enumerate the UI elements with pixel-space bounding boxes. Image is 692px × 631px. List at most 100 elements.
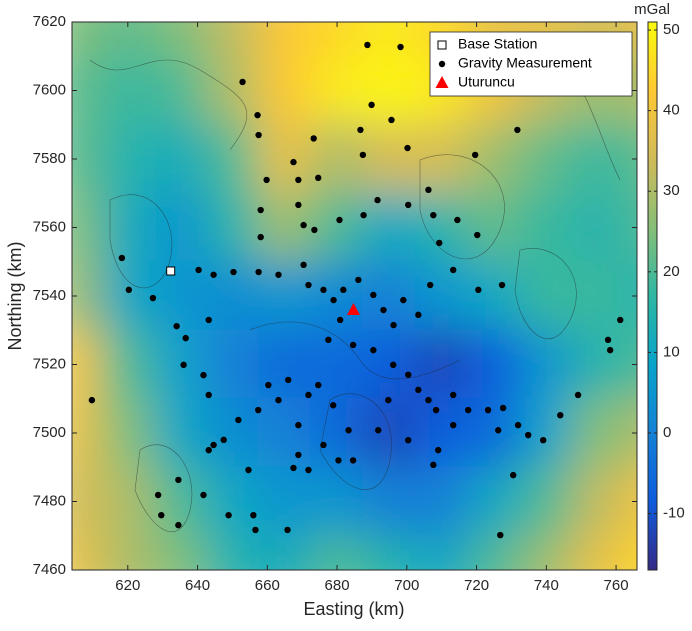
gravity-point [305,281,312,289]
field-cell [466,329,522,400]
field-cell [100,397,155,469]
legend-box [429,31,633,97]
field-cell [571,397,626,469]
field-cell [623,192,637,263]
field-cell [414,534,469,570]
field-cell [100,123,155,195]
field-cell [72,260,103,332]
field-cell [257,466,312,537]
field-cell [72,55,103,126]
field-cell [362,534,417,570]
gravity-point [435,446,442,454]
gravity-point [360,211,367,219]
field-cell [205,329,260,400]
gravity-point [349,341,357,349]
field-cell [152,55,208,126]
x-axis-label: Easting (km) [303,599,404,619]
gravity-point [255,406,262,414]
field-cell [72,329,103,400]
x-tick-label: 620 [115,577,140,594]
field-cell [152,22,208,58]
gravity-point [254,111,261,119]
gravity-point [175,521,182,529]
gravity-point [257,233,264,241]
gravity-point [315,381,322,389]
gravity-point [336,216,343,224]
y-axis-label: Northing (km) [5,241,25,350]
gravity-point [509,471,517,479]
colorbar-tick-label: 50 [663,21,680,38]
field-cell [571,192,626,263]
y-tick-label: 7620 [33,13,66,30]
field-cell [466,192,522,263]
gravity-point [380,306,387,314]
colorbar-tick-label: 40 [663,102,680,119]
legend-label: Base Station [458,36,537,52]
field-cell [362,123,417,195]
field-cell [100,192,155,263]
gravity-point [464,406,472,414]
x-tick-label: 740 [534,577,559,594]
gravity-point [205,391,212,399]
field-cell [309,55,365,126]
gravity-point [285,376,292,384]
field-cell [519,466,574,537]
gravity-point [195,266,202,274]
field-cell [72,123,103,195]
colorbar-tick-label: 10 [663,343,680,360]
gravity-point [385,396,392,404]
gravity-point [617,316,624,324]
field-cell [309,397,365,469]
field-cell [466,397,522,469]
field-cell [72,466,103,537]
gravity-point [284,526,291,534]
gravity-point [88,396,96,404]
gravity-point [375,427,382,434]
gravity-point [355,276,362,284]
field-cell [623,397,637,469]
gravity-point [454,216,461,224]
field-cell [72,22,103,58]
gravity-point [349,457,357,464]
gravity-point [330,296,337,304]
x-tick-label: 700 [394,577,419,594]
legend-marker [437,40,447,50]
gravity-point [320,441,327,449]
gravity-point [310,135,317,142]
field-cell [72,534,103,570]
volcano [346,303,360,316]
field-cell [362,22,417,58]
legend-marker [435,76,449,88]
gravity-point [405,371,412,378]
gravity-point [415,386,422,394]
y-tick-label: 7600 [33,81,66,98]
field-cell [100,466,155,537]
colorbar-tick-label: 20 [663,263,680,280]
legend: Base Station Gravity Measurement Uturuncu [429,31,633,97]
field-cell [519,329,574,400]
field-cell [205,397,260,469]
gravity-point [300,221,307,229]
gravity-point [265,381,272,389]
axes: 620 640 660 680 700 720 740 760 7460 7480 7500 7520… [33,13,637,594]
gravity-point [239,78,246,86]
gravity-point [255,268,262,276]
gravity-point [210,441,217,449]
gravity-point [275,396,282,404]
contour [319,393,392,490]
field-cell [309,534,365,570]
gravity-point [337,316,344,324]
field-cell [205,466,260,537]
gravity-point [450,421,457,429]
gravity-point [205,316,212,324]
field-cell [362,329,417,400]
gravity-point [180,361,187,369]
gravity-point [295,176,302,184]
field-cell [519,192,574,263]
contour [134,444,193,533]
field-cell [466,260,522,332]
field-cell [571,260,626,332]
gravity-point [390,361,397,369]
gravity-point [370,346,377,354]
